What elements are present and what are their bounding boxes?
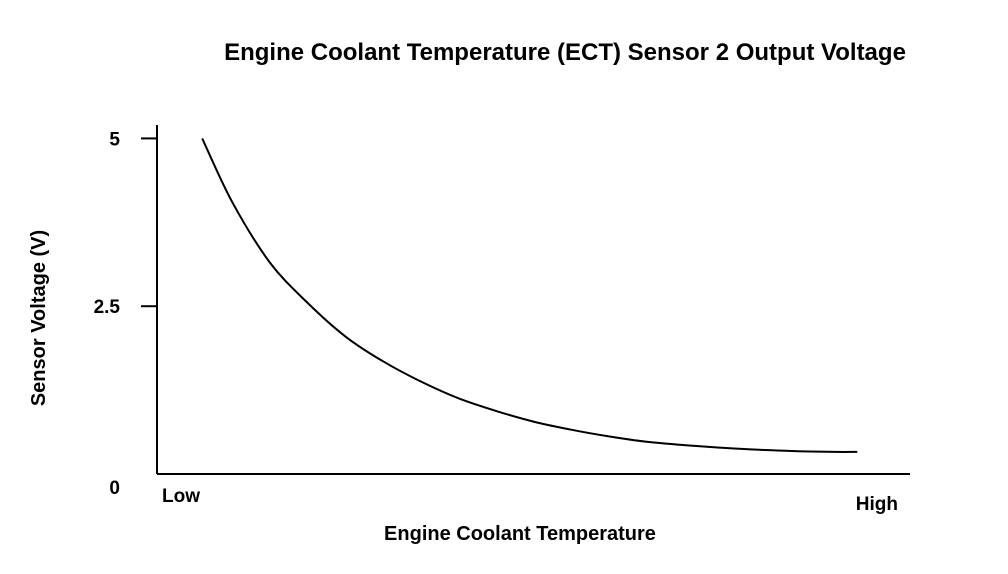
y-tick-label: 0 <box>109 478 120 499</box>
y-tick-label: 2.5 <box>94 297 121 318</box>
y-ticks: 02.55 <box>94 129 157 499</box>
chart-title: Engine Coolant Temperature (ECT) Sensor … <box>224 39 906 66</box>
series <box>201 137 858 453</box>
y-axis-title: Sensor Voltage (V) <box>28 230 50 406</box>
x-tick-label: Low <box>162 486 200 507</box>
y-tick-label: 5 <box>109 129 120 150</box>
x-axis-title: Engine Coolant Temperature <box>384 523 656 545</box>
x-ticks: Low High <box>162 486 898 515</box>
axes <box>156 125 910 475</box>
x-tick-label: High <box>856 494 898 515</box>
voltage-curve <box>201 137 858 453</box>
